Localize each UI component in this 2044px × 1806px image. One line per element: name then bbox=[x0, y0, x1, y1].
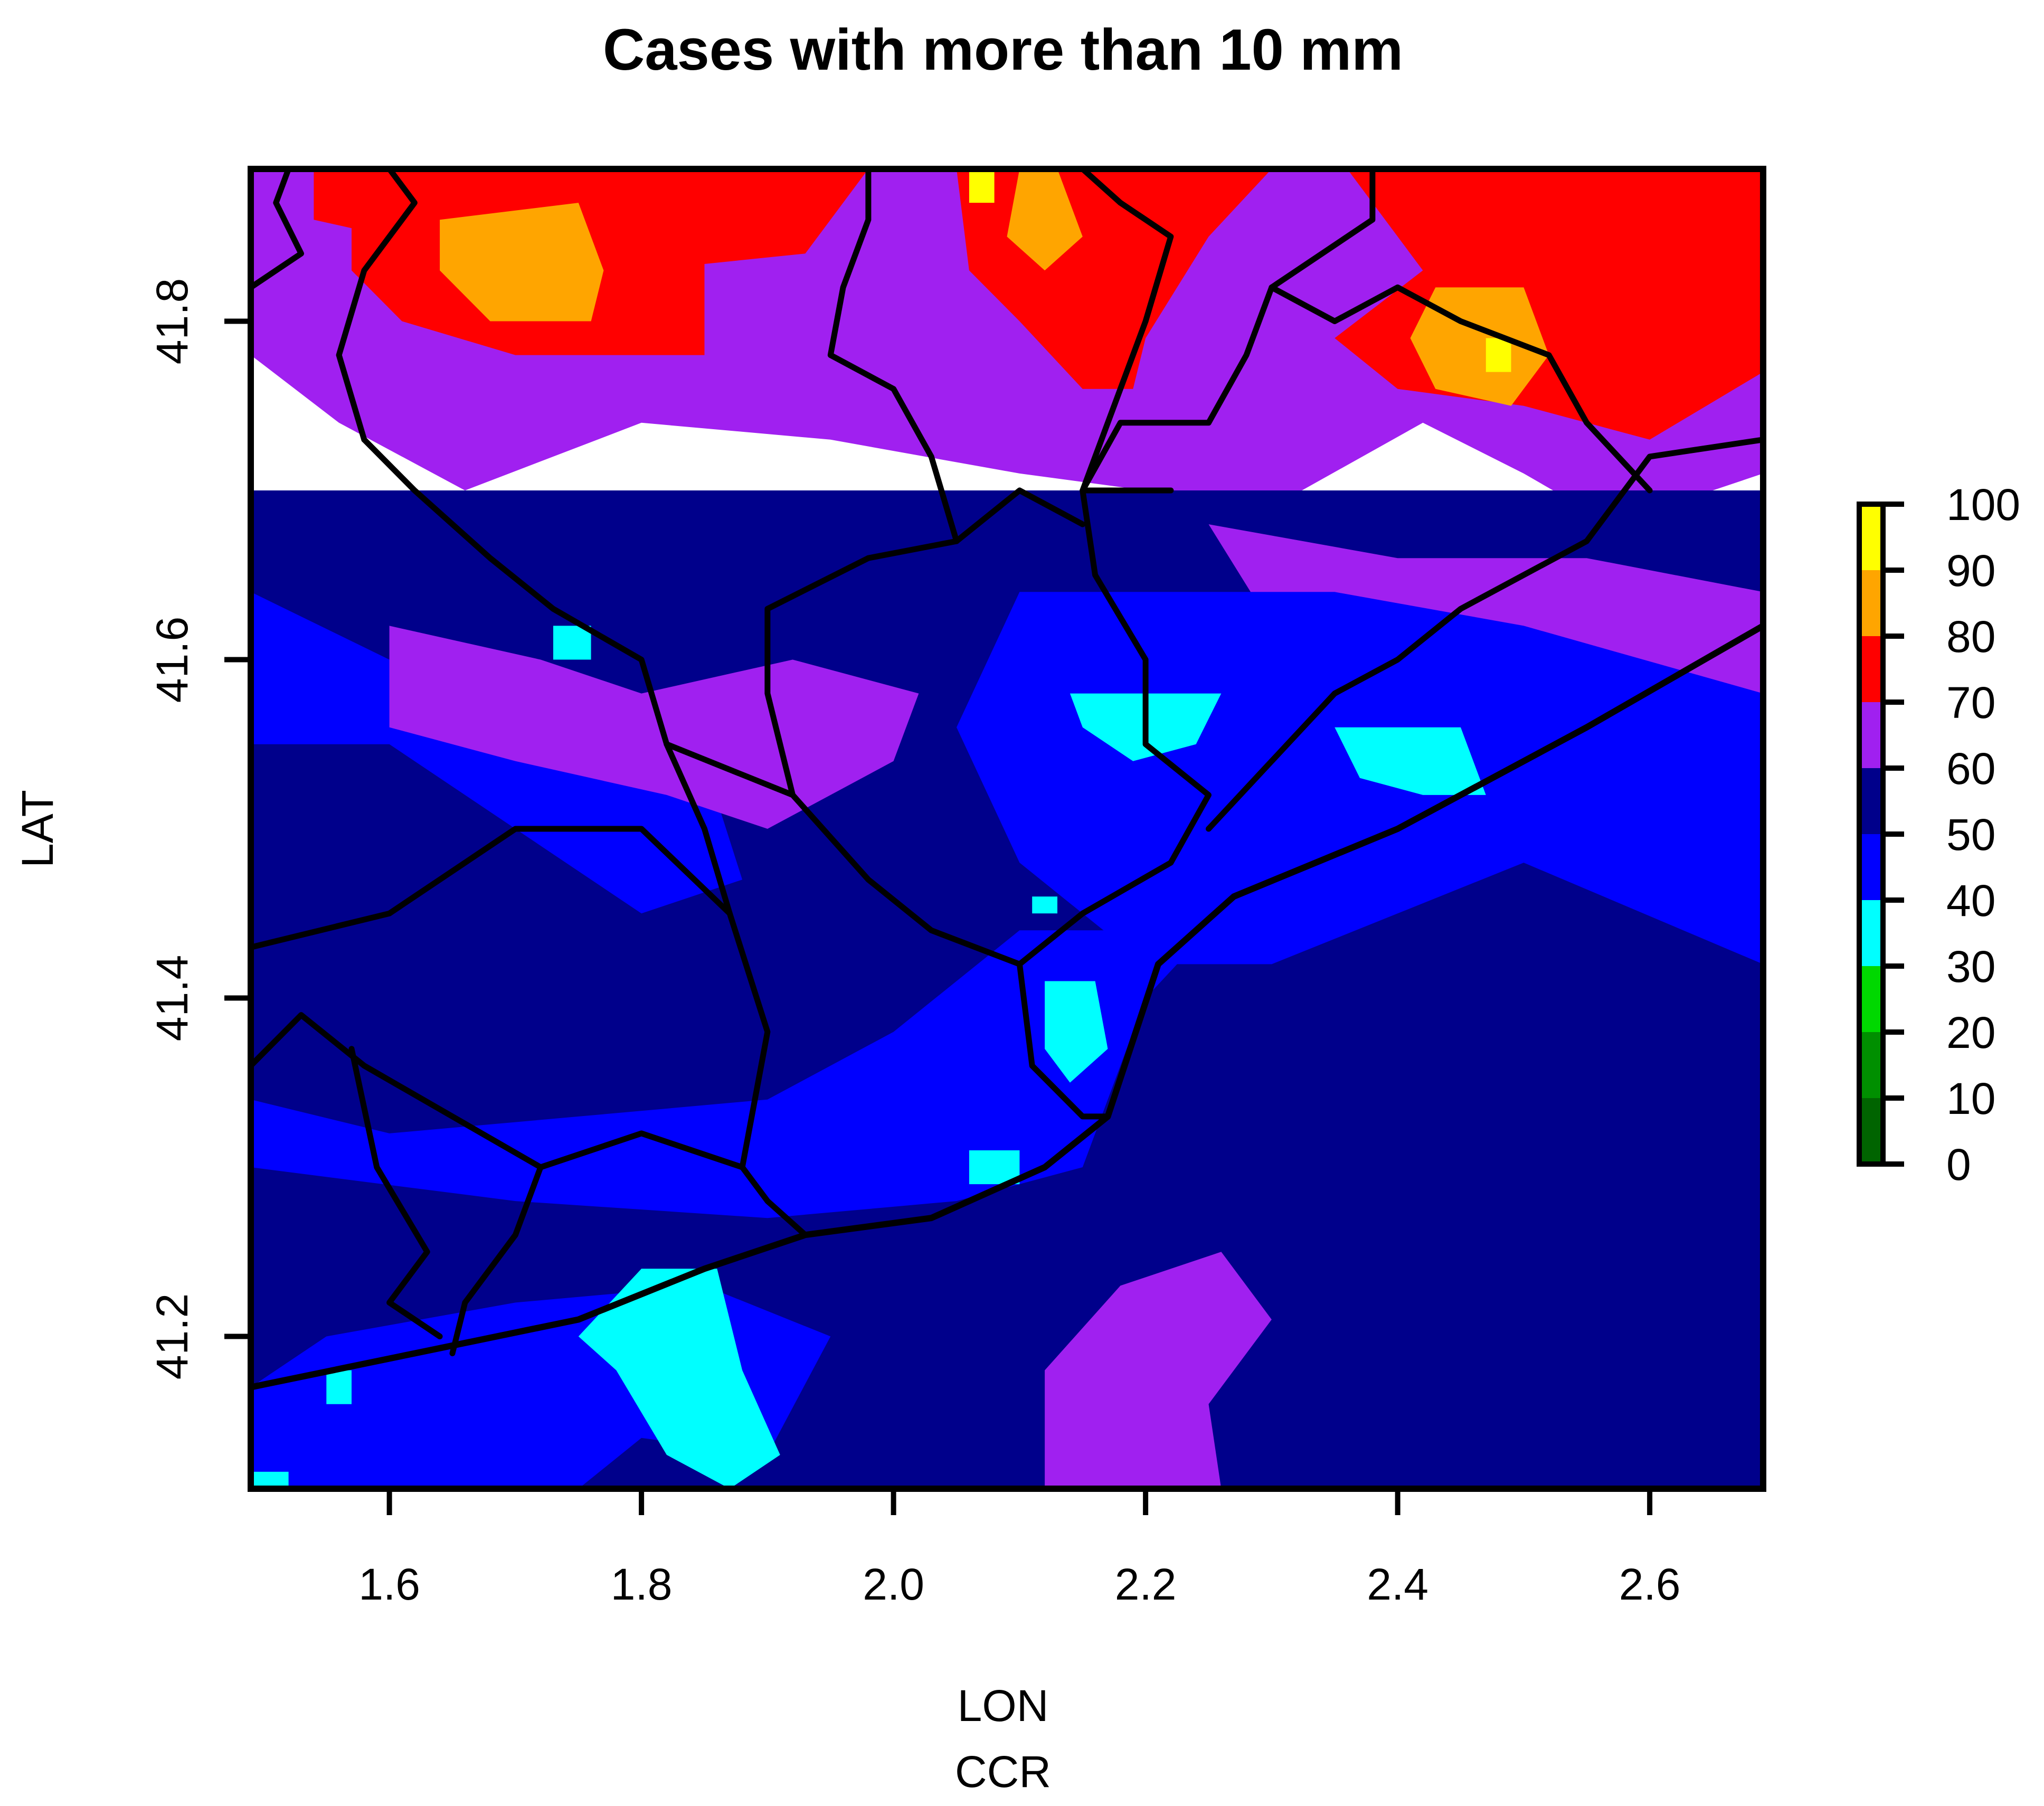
legend-tick-label: 60 bbox=[1946, 744, 1995, 793]
y-tick-label: 41.4 bbox=[147, 955, 197, 1042]
legend-tick-label: 30 bbox=[1946, 942, 1995, 991]
legend-tick-label: 50 bbox=[1946, 810, 1995, 859]
plot-clip-group bbox=[251, 169, 1763, 1489]
border-line-2 bbox=[251, 1012, 745, 1170]
legend-tick-label: 40 bbox=[1946, 876, 1995, 925]
x-axis-sublabel: CCR bbox=[955, 1747, 1051, 1796]
x-tick-label: 1.8 bbox=[611, 1559, 673, 1609]
border-line-10 bbox=[827, 169, 960, 544]
region-30-40-22 bbox=[969, 1150, 1020, 1185]
border-line-9 bbox=[1206, 437, 1763, 832]
region-90-100-9 bbox=[1485, 338, 1511, 372]
legend-tick-label: 10 bbox=[1946, 1074, 1995, 1123]
legend-tick-label: 100 bbox=[1946, 480, 2020, 529]
region-30-40-23 bbox=[578, 1269, 780, 1489]
border-line-4 bbox=[348, 1046, 443, 1339]
legend-swatch bbox=[1859, 966, 1883, 1032]
coastline-line-0 bbox=[251, 622, 1763, 1391]
legend-tick-label: 80 bbox=[1946, 612, 1995, 661]
x-tick-label: 2.0 bbox=[863, 1559, 924, 1609]
legend-tick-label: 70 bbox=[1946, 678, 1995, 727]
plot-frame bbox=[248, 166, 1766, 1492]
y-tick-label: 41.2 bbox=[147, 1293, 197, 1380]
region-80-90-5 bbox=[440, 203, 604, 322]
region-30-40-26 bbox=[553, 626, 591, 660]
border-line-3 bbox=[449, 1164, 544, 1357]
y-tick-label: 41.6 bbox=[147, 617, 197, 703]
x-tick-label: 1.6 bbox=[358, 1559, 420, 1609]
axes: 1.6 1.8 2.0 2.2 2.4 2.6 41.2 41.4 41.6 41.8 bbox=[147, 278, 1681, 1609]
legend-swatch bbox=[1859, 702, 1883, 768]
x-tick-label: 2.4 bbox=[1367, 1559, 1428, 1609]
border-line-14 bbox=[251, 169, 304, 290]
x-tick-label: 2.2 bbox=[1115, 1559, 1177, 1609]
region-30-40-24 bbox=[251, 1471, 289, 1489]
legend-swatch bbox=[1859, 834, 1883, 900]
y-tick-label: 41.8 bbox=[147, 278, 197, 365]
x-axis-label: LON bbox=[958, 1681, 1049, 1731]
region-30-40-20 bbox=[1045, 981, 1108, 1083]
region-30-40-19 bbox=[1335, 727, 1486, 795]
legend-swatch bbox=[1859, 768, 1883, 834]
border-line-6 bbox=[664, 741, 1111, 1120]
region-30-40-21 bbox=[1032, 896, 1057, 914]
legend-tick-label: 0 bbox=[1946, 1140, 1971, 1189]
region-90-100-8 bbox=[969, 169, 995, 203]
legend-swatch bbox=[1859, 570, 1883, 636]
x-tick-label: 2.6 bbox=[1619, 1559, 1681, 1609]
legend-tick-label: 20 bbox=[1946, 1008, 1995, 1057]
plot-area bbox=[251, 169, 1763, 1489]
region-30-40-25 bbox=[326, 1370, 352, 1404]
border-line-12 bbox=[1269, 284, 1653, 494]
legend-swatch bbox=[1859, 504, 1883, 570]
region-40-50-15 bbox=[251, 930, 1209, 1218]
border-line-5 bbox=[361, 437, 733, 916]
region-60-70-17 bbox=[1045, 1252, 1272, 1489]
region-80-90-7 bbox=[1410, 287, 1549, 406]
border-line-15 bbox=[1080, 169, 1174, 494]
border-line-11 bbox=[1080, 169, 1376, 494]
legend-tick-label: 90 bbox=[1946, 546, 1995, 595]
region-80-90-6 bbox=[1007, 169, 1083, 271]
chart-title: Cases with more than 10 mm bbox=[603, 17, 1403, 82]
legend-swatch bbox=[1859, 900, 1883, 966]
border-line-8 bbox=[1016, 487, 1212, 967]
y-axis-label: LAT bbox=[13, 790, 62, 868]
legend-swatch bbox=[1859, 1032, 1883, 1098]
legend-swatch bbox=[1859, 1098, 1883, 1164]
legend-swatch bbox=[1859, 636, 1883, 702]
border-line-7 bbox=[764, 487, 1086, 798]
color-legend: 0 10 20 30 40 50 60 70 80 90 100 bbox=[1857, 480, 2020, 1189]
border-line-13 bbox=[336, 169, 418, 443]
